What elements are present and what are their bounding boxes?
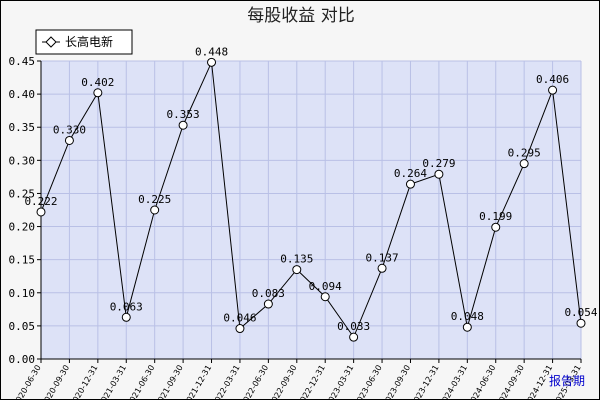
data-label: 0.199 xyxy=(479,210,512,223)
data-label: 0.054 xyxy=(564,306,597,319)
data-label: 0.137 xyxy=(365,251,398,264)
data-label: 0.264 xyxy=(394,167,427,180)
data-label: 0.046 xyxy=(223,312,256,325)
data-point xyxy=(121,312,131,322)
series-group: 0.222 0.330 0.402 0.063 0.225 0.353 0.448 0.046… xyxy=(24,45,598,342)
x-tick-label: 2022-03-31 xyxy=(211,364,242,400)
data-point xyxy=(235,324,245,334)
data-point xyxy=(263,299,273,309)
y-tick-label: 0.30 xyxy=(9,154,36,167)
data-label: 0.353 xyxy=(167,108,200,121)
data-point xyxy=(519,159,529,169)
legend: 长高电新 xyxy=(35,29,133,55)
data-point xyxy=(491,222,501,232)
x-tick-label: 2021-09-30 xyxy=(154,364,185,400)
x-tick-label: 2022-06-30 xyxy=(239,364,270,400)
data-label: 0.083 xyxy=(252,287,285,300)
x-tick-label: 2023-06-30 xyxy=(353,364,384,400)
data-label: 0.402 xyxy=(81,76,114,89)
data-point xyxy=(36,207,46,217)
x-axis: 2020-06-302020-09-302020-12-312021-03-31… xyxy=(12,358,583,400)
data-point xyxy=(377,263,387,273)
y-tick-label: 0.20 xyxy=(9,221,36,234)
series-line xyxy=(40,60,582,339)
data-label: 0.222 xyxy=(24,195,57,208)
y-tick-label: 0.45 xyxy=(9,55,36,68)
plot-area xyxy=(41,61,581,359)
legend-diamond-icon xyxy=(45,36,57,48)
y-tick-label: 0.35 xyxy=(9,121,36,134)
x-tick-label: 2020-12-31 xyxy=(69,364,100,400)
x-tick-label: 2021-06-30 xyxy=(125,364,156,400)
legend-box xyxy=(35,29,133,55)
data-point xyxy=(93,88,103,98)
x-tick-label: 2022-12-31 xyxy=(296,364,327,400)
x-tick-label: 2024-06-30 xyxy=(466,363,497,399)
x-tick-label: 2021-03-31 xyxy=(97,364,128,400)
x-tick-label: 2023-03-31 xyxy=(324,364,355,400)
data-label: 0.295 xyxy=(508,147,541,160)
y-tick-label: 0.05 xyxy=(9,320,36,333)
y-tick-label: 0.25 xyxy=(9,187,36,200)
y-axis: 0.00 0.05 0.10 0.15 0.20 0.25 0.30 0.35 0.40 0.45 xyxy=(9,55,42,366)
data-label: 0.048 xyxy=(451,310,484,323)
data-label: 0.063 xyxy=(110,300,143,313)
data-label: 0.279 xyxy=(422,157,455,170)
x-tick-label: 2024-09-30 xyxy=(495,364,526,400)
legend-series-name: 长高电新 xyxy=(65,34,113,49)
x-tick-label: 2023-09-30 xyxy=(381,364,412,400)
data-point xyxy=(405,179,415,189)
x-tick-label: 2020-09-30 xyxy=(40,364,71,400)
data-label: 0.448 xyxy=(195,45,228,58)
data-label: 0.225 xyxy=(138,193,171,206)
data-point xyxy=(462,322,472,332)
data-point xyxy=(548,85,558,95)
data-point xyxy=(292,265,302,275)
y-tick-label: 0.00 xyxy=(9,353,36,366)
data-label: 0.094 xyxy=(309,280,342,293)
data-label: 0.406 xyxy=(536,73,569,86)
data-point xyxy=(576,318,586,328)
y-tick-label: 0.15 xyxy=(9,254,36,267)
data-point xyxy=(207,57,217,67)
data-label: 0.135 xyxy=(280,253,313,266)
data-point xyxy=(150,205,160,215)
chart-title: 每股收益 对比 xyxy=(247,6,354,26)
data-label: 0.330 xyxy=(53,123,86,136)
x-axis-title: 报告期 xyxy=(549,373,585,388)
data-point xyxy=(320,292,330,302)
data-point xyxy=(64,135,74,145)
x-tick-label: 2023-12-31 xyxy=(410,364,441,400)
x-tick-label: 2021-12-31 xyxy=(182,364,213,400)
x-tick-label: 2022-09-30 xyxy=(267,364,298,400)
y-tick-label: 0.40 xyxy=(9,88,36,101)
data-point xyxy=(178,120,188,130)
data-point xyxy=(434,169,444,179)
data-point xyxy=(349,332,359,342)
y-tick-label: 0.10 xyxy=(9,287,36,300)
data-label: 0.033 xyxy=(337,320,370,333)
x-tick-label: 2020-06-30 xyxy=(12,364,43,400)
x-tick-label: 2024-03-31 xyxy=(438,364,469,400)
